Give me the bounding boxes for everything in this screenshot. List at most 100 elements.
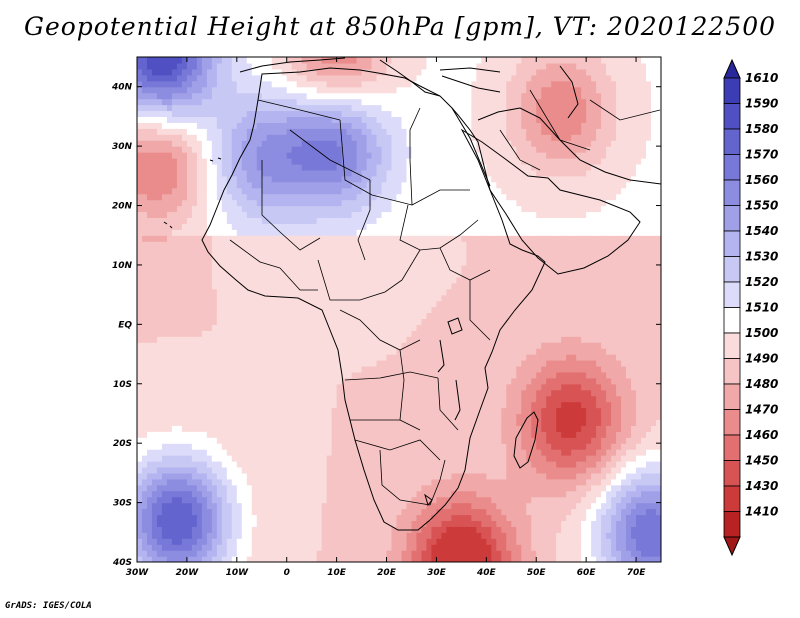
field-cell [146,175,153,183]
field-cell [401,175,408,183]
field-cell [381,98,388,106]
field-cell [346,490,353,498]
field-cell [206,306,213,314]
field-cell [211,520,218,527]
field-cell [361,365,368,373]
field-cell [291,330,298,337]
field-cell [406,365,413,373]
field-cell [291,556,298,562]
field-cell [376,306,383,314]
field-cell [226,199,233,207]
field-cell [276,550,283,557]
field-cell [256,169,263,177]
field-cell [191,62,198,70]
field-cell [366,110,373,118]
field-cell [356,419,363,426]
field-cell [137,318,143,325]
field-cell [156,247,163,254]
field-cell [276,217,283,224]
field-cell [171,383,178,391]
field-cell [291,146,298,153]
field-cell [391,330,398,337]
field-cell [356,146,363,153]
field-cell [296,490,303,498]
field-cell [351,478,358,486]
field-cell [296,104,303,112]
field-cell [341,92,348,100]
field-cell [311,466,318,474]
field-cell [266,270,273,278]
field-cell [181,437,188,444]
field-cell [211,413,218,421]
field-cell [156,502,163,510]
field-cell [231,122,238,129]
field-cell [271,68,278,76]
field-cell [256,128,263,135]
field-cell [186,247,193,254]
field-cell [426,538,433,545]
field-cell [346,306,353,314]
field-cell [311,247,318,254]
field-cell [326,110,333,118]
field-cell [186,163,193,171]
field-cell [316,134,323,141]
field-cell [221,330,228,337]
field-cell [236,342,243,349]
field-cell [161,336,168,343]
field-cell [171,253,178,260]
field-cell [361,169,368,177]
field-cell [141,354,148,361]
field-cell [391,431,398,438]
field-cell [166,490,173,498]
field-cell [211,318,218,325]
field-cell [226,520,233,527]
field-cell [381,163,388,171]
field-cell [276,360,283,367]
field-cell [236,163,243,171]
field-cell [186,175,193,183]
field-cell [331,116,338,123]
field-cell [196,205,203,213]
field-cell [196,140,203,147]
field-cell [201,175,208,183]
field-cell [391,187,398,195]
field-cell [356,163,363,171]
field-cell [361,80,368,88]
field-cell [166,306,173,314]
field-cell [371,342,378,349]
field-cell [371,324,378,331]
field-cell [426,354,433,361]
field-cell [306,484,313,492]
field-cell [146,163,153,171]
field-cell [421,449,428,456]
field-cell [351,80,358,88]
field-cell [281,116,288,123]
field-cell [421,556,428,562]
field-cell [241,526,248,533]
field-cell [186,116,193,123]
field-cell [166,146,173,153]
field-cell [271,371,278,379]
field-cell [306,259,313,266]
field-cell [281,437,288,444]
field-cell [271,80,278,88]
field-cell [376,140,383,147]
field-cell [156,419,163,426]
field-cell [311,134,318,141]
field-cell [276,306,283,314]
field-cell [396,74,403,82]
field-cell [146,104,153,112]
field-cell [421,407,428,415]
field-cell [336,98,343,106]
field-cell [366,294,373,302]
field-cell [176,223,183,230]
field-cell [137,259,143,266]
field-cell [221,520,228,527]
field-cell [191,217,198,224]
field-cell [401,318,408,325]
field-cell [366,360,373,367]
field-cell [316,62,323,70]
field-cell [336,556,343,562]
field-cell [376,98,383,106]
